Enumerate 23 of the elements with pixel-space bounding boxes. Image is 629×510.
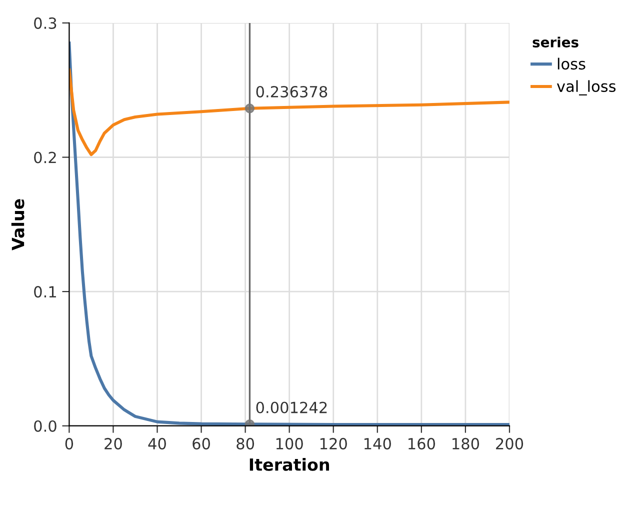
x-tick-label: 180 [452,438,480,450]
x-tick-label: 20 [104,438,122,450]
x-tick-label: 80 [236,438,254,450]
y-tick-label: 0.0 [34,420,56,432]
y-tick-label: 0.1 [34,286,56,298]
x-tick-label: 200 [496,438,524,450]
line-series [69,68,510,156]
x-tick-label: 160 [408,438,435,450]
legend-label: loss [558,58,586,70]
legend-title: series [532,36,578,48]
annotation: 0.236378 [256,86,328,98]
x-tick-label: 40 [148,438,166,450]
y-tick-label: 0.2 [34,152,56,164]
x-tick-label: 100 [276,438,303,450]
x-tick-label: 120 [320,438,347,450]
x-tick-label: 140 [364,438,391,450]
y-axis-title: Value [11,199,24,250]
x-tick-label: 60 [192,438,210,450]
x-tick-label: 0 [65,438,74,450]
x-axis-title: Iteration [250,458,330,471]
legend-label: val_loss [556,80,616,96]
annotation: 0.001242 [256,402,327,414]
y-tick-label: 0.3 [34,17,56,29]
